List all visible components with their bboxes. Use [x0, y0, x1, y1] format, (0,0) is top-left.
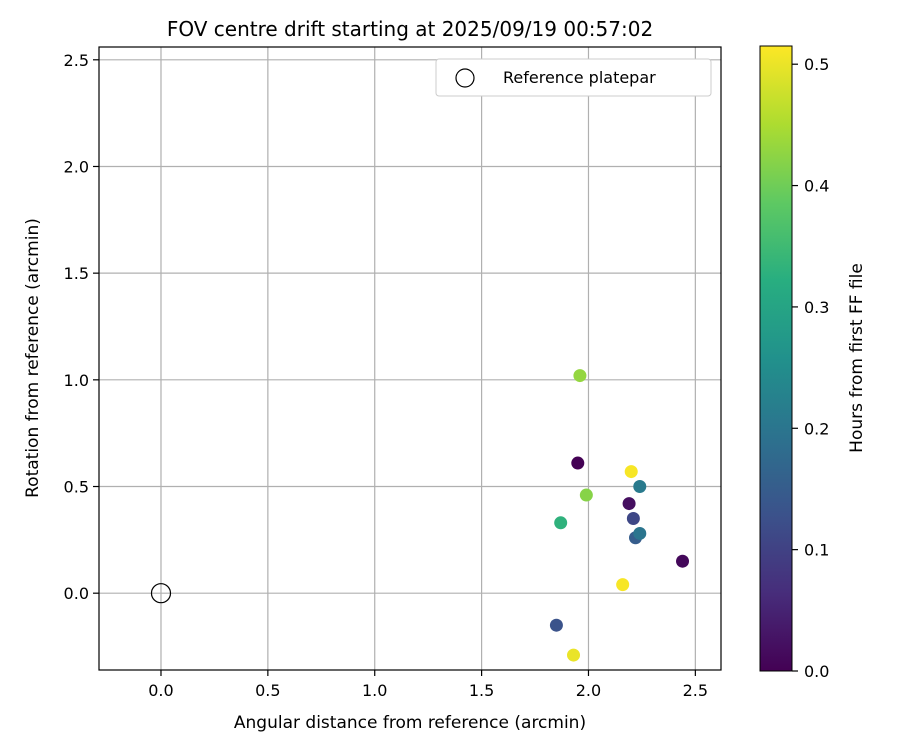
chart-title: FOV centre drift starting at 2025/09/19 … [167, 17, 653, 41]
y-tick-label: 2.5 [64, 51, 89, 70]
data-point [571, 456, 585, 470]
data-point [676, 554, 690, 568]
colorbar-label: Hours from first FF file [847, 263, 867, 453]
legend-marker-reference [455, 68, 475, 88]
y-tick-label: 1.5 [64, 264, 89, 283]
y-tick-label: 0.0 [64, 584, 89, 603]
y-axis: 0.0 0.5 1.0 1.5 2.0 2.5 [64, 51, 99, 603]
reference-platepar-marker [150, 583, 172, 604]
x-tick-label: 2.5 [683, 681, 708, 700]
x-tick-label: 1.5 [469, 681, 494, 700]
data-point [626, 512, 640, 526]
colorbar-tick-label: 0.1 [804, 541, 829, 560]
data-point [633, 480, 647, 494]
data-points [150, 369, 690, 662]
colorbar-tick-label: 0.3 [804, 298, 829, 317]
colorbar-tick-label: 0.0 [804, 662, 829, 681]
x-tick-label: 0.0 [148, 681, 173, 700]
x-tick-label: 2.0 [576, 681, 601, 700]
y-tick-label: 0.5 [64, 478, 89, 497]
data-point [633, 526, 647, 540]
x-tick-label: 1.0 [362, 681, 387, 700]
data-point [573, 369, 587, 383]
x-tick-label: 0.5 [255, 681, 280, 700]
colorbar-tick-label: 0.5 [804, 55, 829, 74]
x-axis: 0.0 0.5 1.0 1.5 2.0 2.5 [148, 670, 708, 700]
legend-box [435, 58, 712, 97]
legend-label-reference: Reference platepar [503, 68, 656, 87]
colorbar: 0.0 0.1 0.2 0.3 0.4 0.5 Hours from first FF f… [759, 45, 867, 681]
colorbar-ticks: 0.0 0.1 0.2 0.3 0.4 0.5 [792, 55, 829, 681]
legend: Reference platepar [435, 58, 712, 97]
data-point [616, 578, 630, 592]
y-tick-label: 1.0 [64, 371, 89, 390]
plot-frame [98, 46, 722, 671]
data-point [579, 488, 593, 502]
data-point [554, 516, 568, 530]
colorbar-tick-label: 0.4 [804, 177, 829, 196]
data-point [624, 465, 638, 479]
data-point [622, 497, 636, 511]
grid-lines [99, 47, 721, 670]
data-point [567, 648, 581, 662]
colorbar-tick-label: 0.2 [804, 419, 829, 438]
y-axis-label: Rotation from reference (arcmin) [23, 218, 43, 498]
x-axis-label: Angular distance from reference (arcmin) [234, 713, 586, 733]
colorbar-gradient [759, 45, 793, 672]
y-tick-label: 2.0 [64, 157, 89, 176]
data-point [549, 618, 563, 632]
